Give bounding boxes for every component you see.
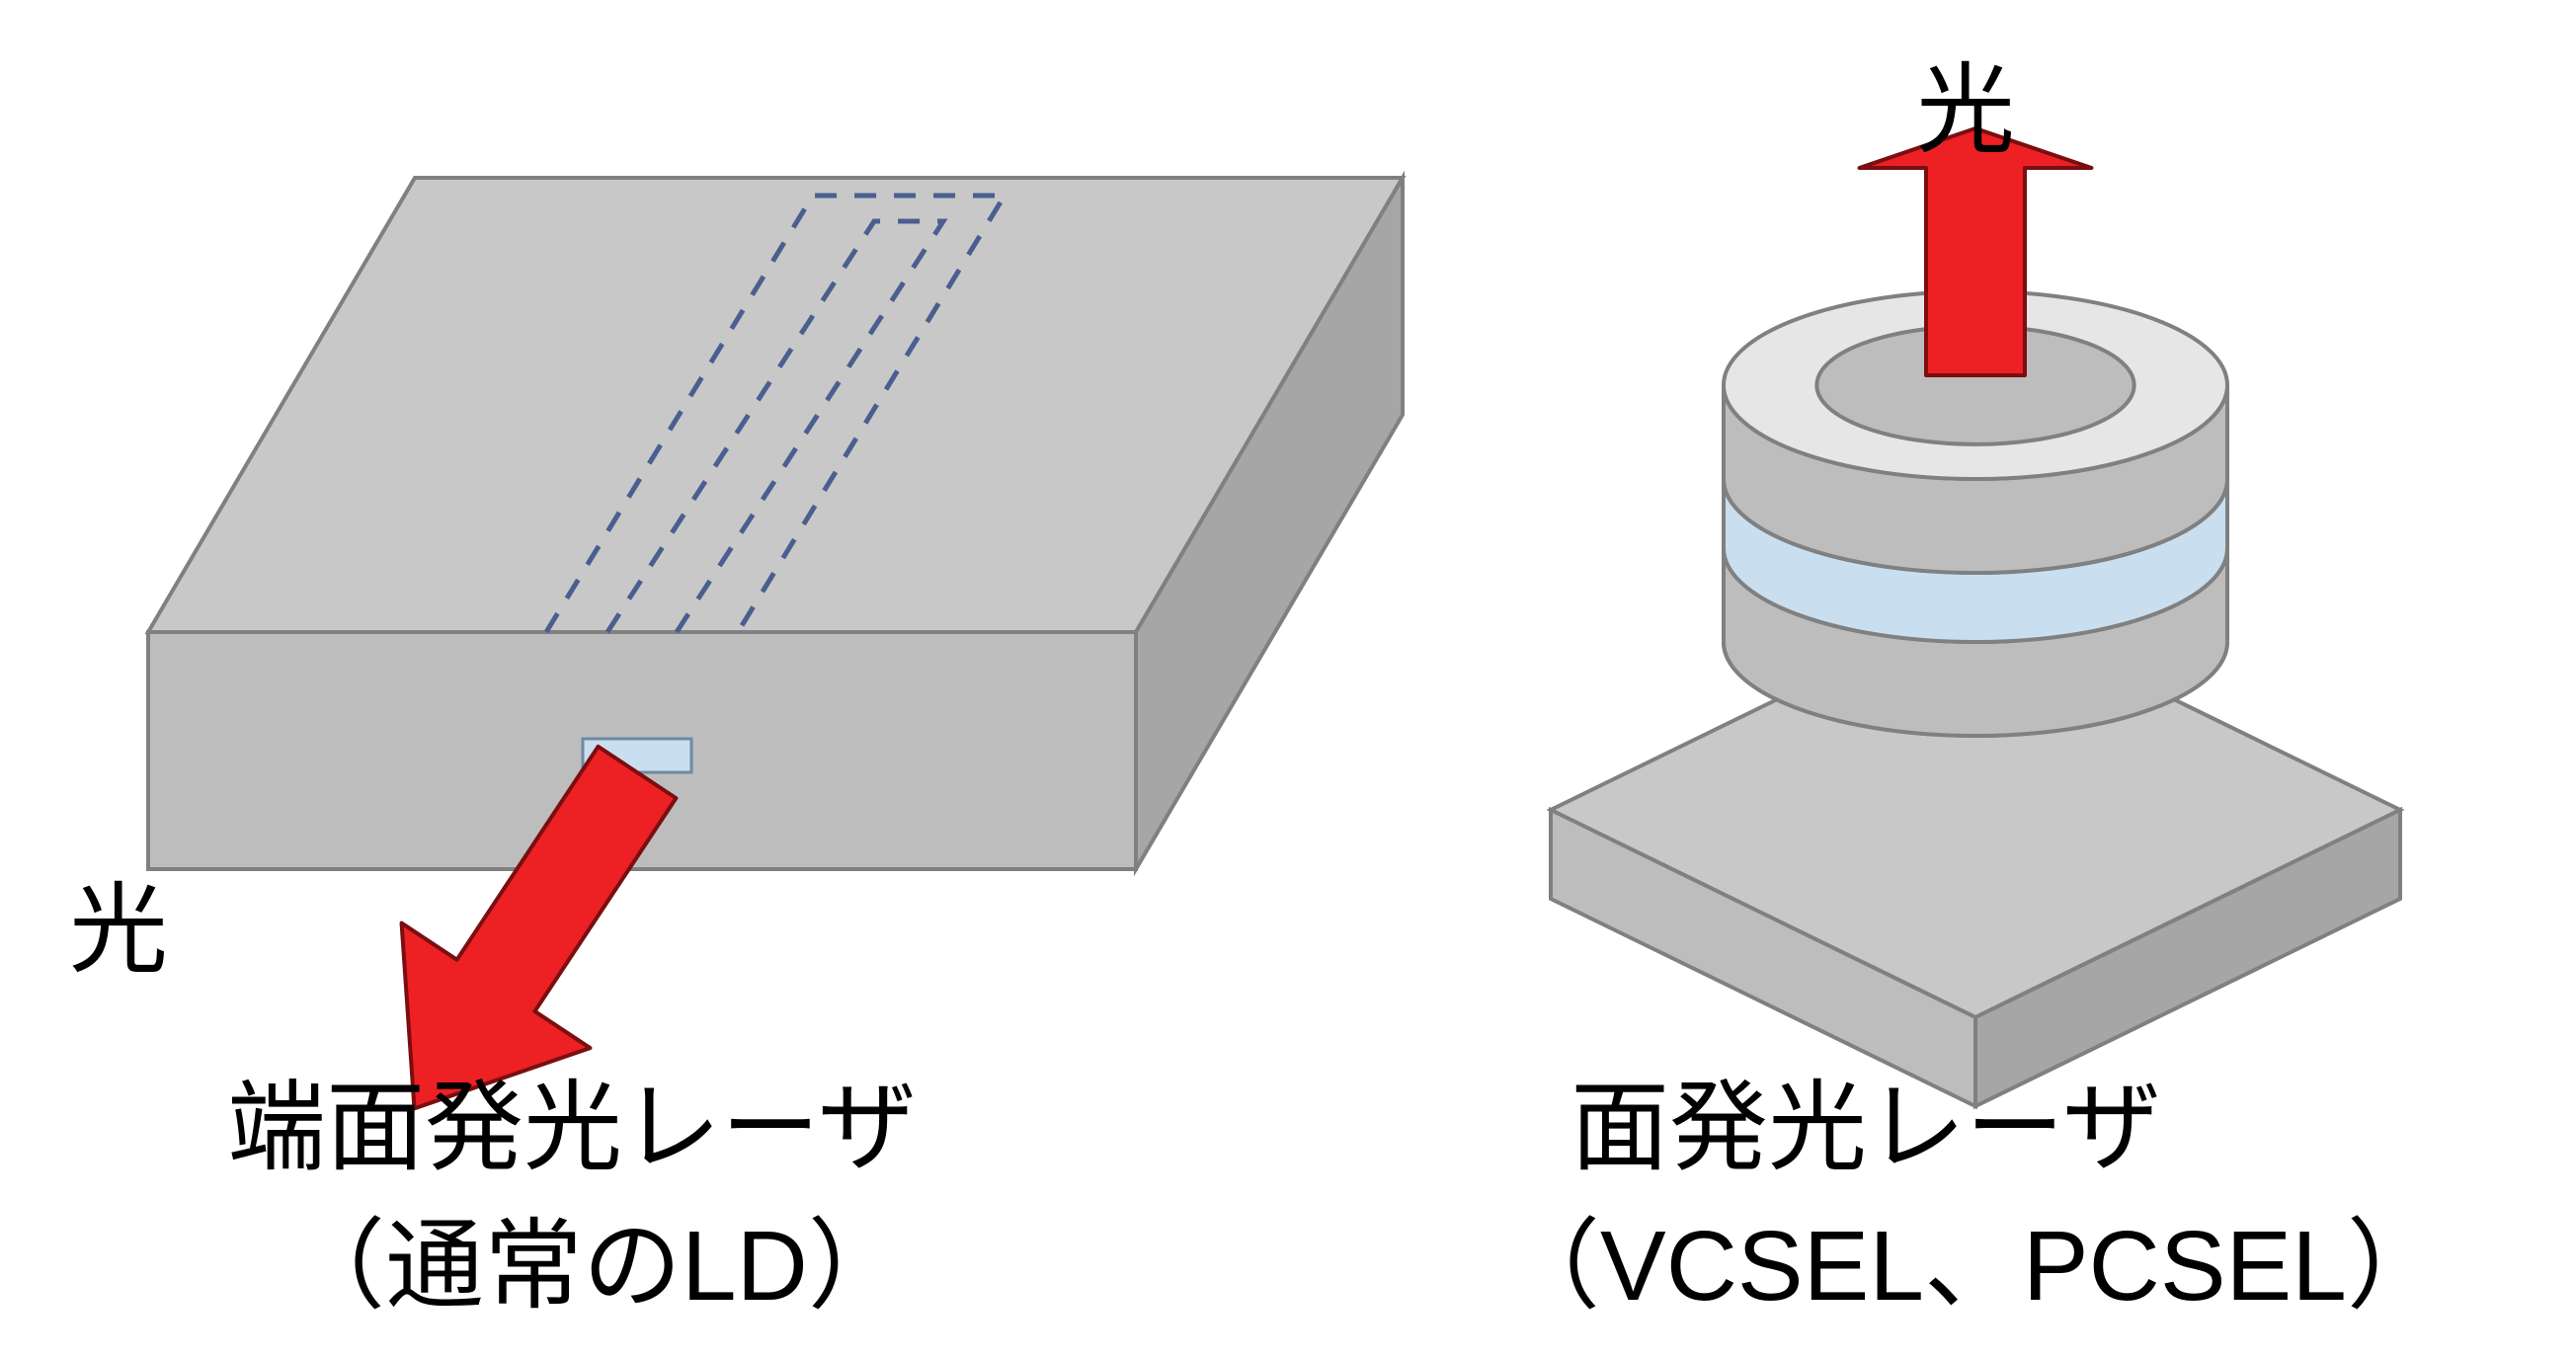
light-label-right: 光: [1916, 30, 2015, 173]
light-label-left: 光: [69, 849, 168, 993]
caption-left-line1: 端面発光レーザ: [227, 1047, 917, 1190]
caption-right-line2: （VCSEL、PCSEL）: [1501, 1185, 2446, 1328]
caption-right-line1: 面発光レーザ: [1570, 1047, 2161, 1190]
caption-left-line2: （通常のLD）: [286, 1185, 907, 1328]
diagram-stage: 光 光 端面発光レーザ （通常のLD） 面発光レーザ （VCSEL、PCSEL）: [0, 0, 2576, 1360]
